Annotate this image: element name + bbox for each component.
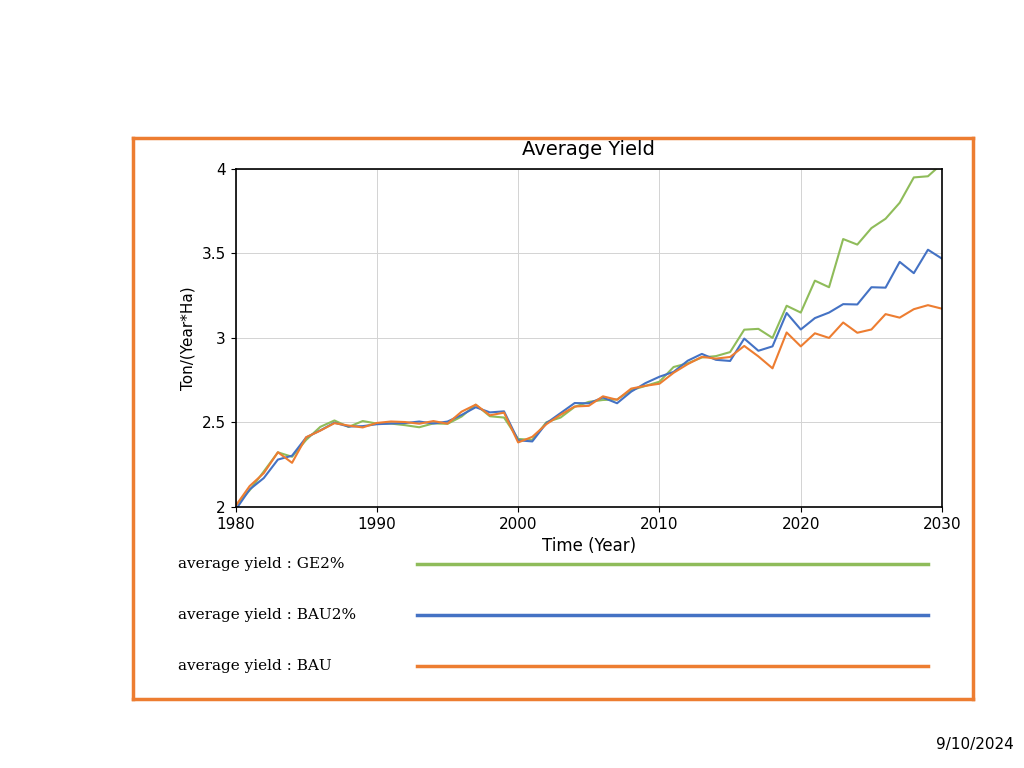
- Text: Average Agricultural Yield under GE scenarios: Average Agricultural Yield under GE scen…: [41, 42, 1024, 81]
- Text: average yield : GE2%: average yield : GE2%: [177, 558, 344, 571]
- Title: Average Yield: Average Yield: [522, 140, 655, 159]
- Text: 9/10/2024: 9/10/2024: [936, 737, 1014, 753]
- Text: average yield : BAU: average yield : BAU: [177, 659, 332, 673]
- Text: 19: 19: [33, 726, 59, 745]
- X-axis label: Time (Year): Time (Year): [542, 537, 636, 555]
- Y-axis label: Ton/(Year*Ha): Ton/(Year*Ha): [181, 286, 196, 389]
- Text: average yield : BAU2%: average yield : BAU2%: [177, 608, 355, 622]
